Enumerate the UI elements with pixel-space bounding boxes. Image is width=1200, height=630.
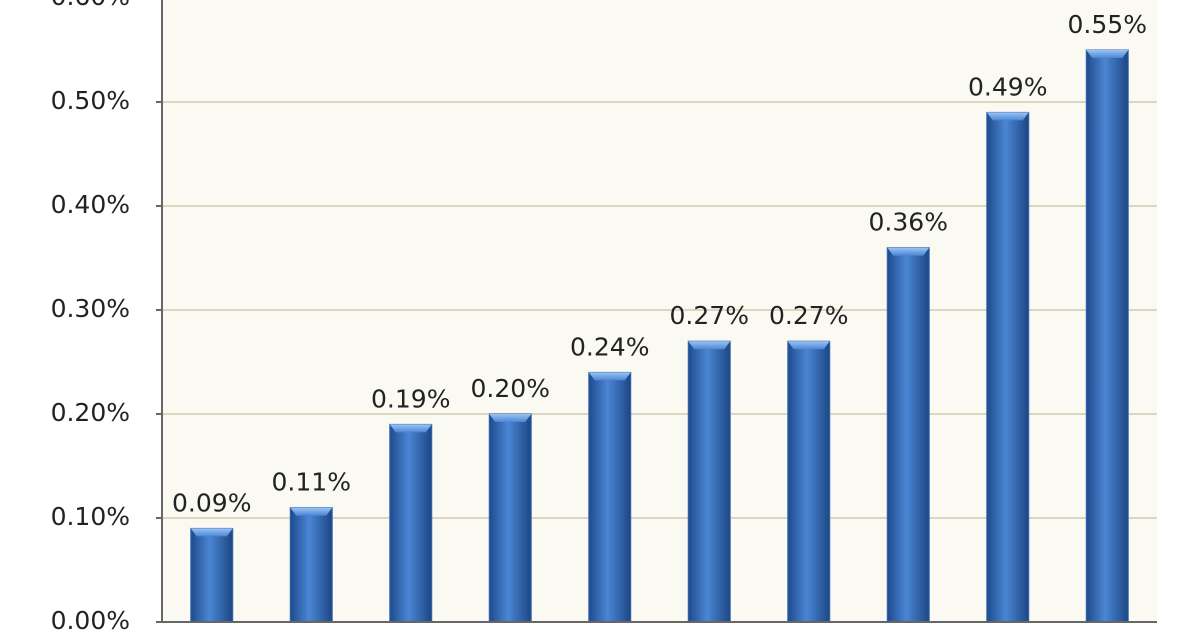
- bar: [488, 413, 532, 623]
- data-label: 0.55%: [1068, 10, 1147, 39]
- bar-cap: [787, 341, 830, 350]
- data-label: 0.19%: [371, 384, 450, 413]
- bar: [886, 247, 930, 623]
- bar-cap: [588, 372, 631, 381]
- y-tick-label: 0.60%: [51, 0, 130, 11]
- bar-cap: [389, 424, 432, 433]
- bar: [289, 507, 333, 623]
- bar-cap: [190, 528, 233, 537]
- data-label: 0.11%: [272, 468, 351, 497]
- y-tick-label: 0.30%: [51, 294, 130, 323]
- bar: [1085, 49, 1129, 623]
- bar: [588, 371, 632, 623]
- y-tick-label: 0.40%: [51, 190, 130, 219]
- data-label: 0.27%: [769, 301, 848, 330]
- y-tick-label: 0.50%: [51, 86, 130, 115]
- bars: [190, 49, 1129, 623]
- bar-cap: [1086, 50, 1129, 58]
- y-tick-label: 0.20%: [51, 398, 130, 427]
- data-label: 0.27%: [670, 301, 749, 330]
- y-tick-label: 0.10%: [51, 502, 130, 531]
- bar: [389, 423, 433, 623]
- bar-cap: [986, 112, 1029, 121]
- data-label: 0.09%: [172, 488, 251, 517]
- bar: [787, 340, 831, 623]
- bar-cap: [688, 341, 731, 350]
- data-label: 0.49%: [968, 72, 1047, 101]
- bar-cap: [290, 507, 333, 516]
- bar: [190, 527, 234, 623]
- bar-cap: [887, 247, 930, 256]
- data-label: 0.36%: [869, 208, 948, 237]
- bar: [986, 111, 1030, 623]
- bar-cap: [489, 414, 532, 422]
- y-tick-label: 0.00%: [51, 606, 130, 630]
- data-label: 0.20%: [471, 374, 550, 403]
- bar: [687, 340, 731, 623]
- data-label: 0.24%: [570, 332, 649, 361]
